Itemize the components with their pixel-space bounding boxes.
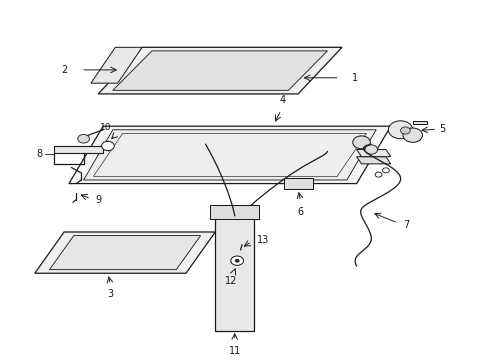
Polygon shape (83, 130, 375, 180)
Text: 2: 2 (61, 65, 67, 75)
Polygon shape (54, 146, 103, 153)
Text: 6: 6 (297, 207, 303, 217)
Circle shape (382, 168, 388, 173)
Polygon shape (69, 126, 390, 184)
Text: 5: 5 (439, 124, 445, 134)
Circle shape (352, 136, 369, 149)
Circle shape (78, 134, 89, 143)
Text: 13: 13 (256, 235, 268, 245)
Circle shape (230, 256, 243, 265)
Text: 3: 3 (107, 289, 113, 300)
Circle shape (387, 121, 412, 139)
Polygon shape (98, 47, 341, 94)
Polygon shape (91, 47, 142, 83)
Polygon shape (412, 121, 427, 125)
Circle shape (235, 259, 239, 262)
Text: 8: 8 (36, 149, 42, 159)
Circle shape (400, 127, 409, 134)
Circle shape (364, 145, 377, 154)
Polygon shape (35, 232, 215, 273)
Polygon shape (113, 51, 327, 90)
Polygon shape (49, 235, 200, 270)
Polygon shape (356, 149, 390, 157)
Text: 10: 10 (100, 123, 111, 132)
Polygon shape (215, 209, 254, 330)
Text: 4: 4 (279, 95, 285, 105)
Polygon shape (356, 157, 390, 164)
Text: 11: 11 (228, 346, 241, 356)
Circle shape (102, 141, 114, 150)
Text: 12: 12 (224, 276, 237, 286)
Text: 1: 1 (351, 73, 357, 83)
Text: 7: 7 (402, 220, 408, 230)
Polygon shape (210, 205, 259, 220)
Polygon shape (283, 178, 312, 189)
Circle shape (402, 128, 422, 142)
Circle shape (374, 172, 381, 177)
Text: 9: 9 (96, 195, 102, 206)
